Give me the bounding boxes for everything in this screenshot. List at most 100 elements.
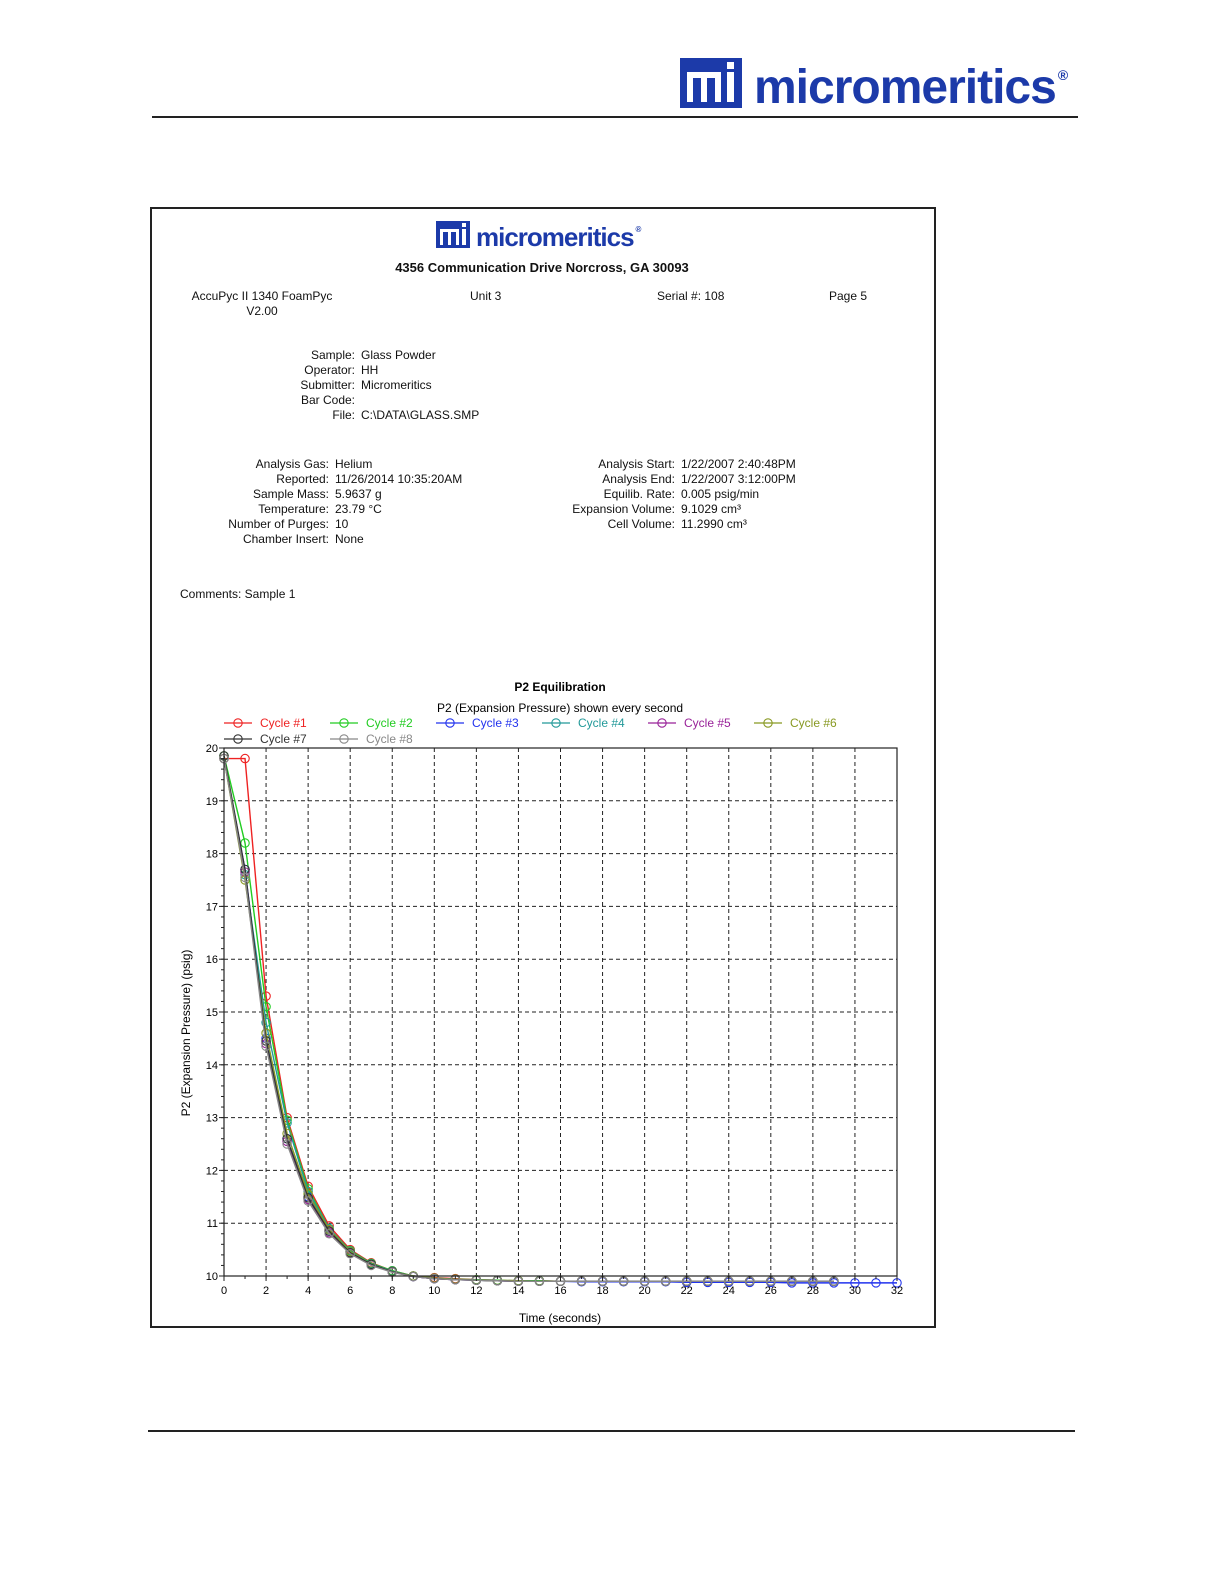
data-point <box>240 872 250 883</box>
sample-value: Glass Powder <box>361 348 436 362</box>
insert-value: None <box>335 532 364 546</box>
legend-label: Cycle #4 <box>578 716 625 730</box>
series-line <box>223 755 834 1282</box>
x-tick-label: 10 <box>428 1285 440 1297</box>
legend-item: Cycle #8 <box>330 732 413 746</box>
operator-value: HH <box>361 363 379 377</box>
data-point <box>240 753 250 764</box>
gas-label: Analysis Gas: <box>255 457 329 471</box>
temperature-value: 23.79 °C <box>335 502 382 516</box>
series-line <box>223 758 834 1282</box>
legend-swatch-marker <box>339 734 349 744</box>
y-axis-label: P2 (Expansion Pressure) (psig) <box>179 950 193 1117</box>
mass-label: Sample Mass: <box>252 487 329 501</box>
legend-label: Cycle #1 <box>260 716 307 730</box>
legend-swatch-marker <box>445 718 455 728</box>
x-tick-label: 16 <box>554 1285 566 1297</box>
report-page: micromeritics ® 4356 Communication Drive … <box>150 207 936 1328</box>
header-rule <box>152 116 1078 118</box>
reported-value: 11/26/2014 10:35:20AM <box>335 472 463 486</box>
chart-subtitle: P2 (Expansion Pressure) shown every seco… <box>437 701 683 715</box>
series-8 <box>219 753 839 1287</box>
data-point <box>324 1229 334 1239</box>
legend-item: Cycle #4 <box>542 716 625 730</box>
x-tick-label: 32 <box>891 1285 903 1297</box>
y-tick-label: 15 <box>206 1007 218 1019</box>
legend-swatch-marker <box>339 718 349 728</box>
rate-label: Equilib. Rate: <box>603 487 675 501</box>
x-tick-label: 4 <box>305 1285 311 1297</box>
x-tick-label: 12 <box>470 1285 482 1297</box>
x-tick-label: 18 <box>596 1285 608 1297</box>
mi-logo-mark <box>436 221 470 248</box>
sample-info: Sample: Glass Powder Operator: HH Submitte… <box>282 348 479 423</box>
instrument-version: V2.00 <box>246 304 278 318</box>
legend-item: Cycle #1 <box>224 716 307 730</box>
chart-title: P2 Equilibration <box>514 680 605 694</box>
x-tick-label: 28 <box>807 1285 819 1297</box>
operator-label: Operator: <box>304 363 355 377</box>
x-tick-label: 6 <box>347 1285 353 1297</box>
file-label: File: <box>332 408 355 422</box>
legend-label: Cycle #3 <box>472 716 519 730</box>
y-tick-label: 14 <box>206 1060 218 1072</box>
legend-label: Cycle #7 <box>260 732 307 746</box>
expansion-volume-label: Expansion Volume: <box>572 502 675 516</box>
legend-item: Cycle #7 <box>224 732 307 746</box>
x-tick-label: 8 <box>389 1285 395 1297</box>
purges-label: Number of Purges: <box>228 517 329 531</box>
unit-label: Unit 3 <box>470 289 502 303</box>
instrument-info: AccuPyc II 1340 FoamPyc V2.00 <box>182 289 342 319</box>
footer-rule <box>148 1430 1075 1432</box>
report-address: 4356 Communication Drive Norcross, GA 30… <box>395 260 689 275</box>
expansion-volume-value: 9.1029 cm³ <box>681 502 742 516</box>
insert-label: Chamber Insert: <box>242 532 329 546</box>
data-point <box>261 1017 271 1028</box>
legend-swatch-marker <box>657 718 667 728</box>
purges-value: 10 <box>335 517 349 531</box>
x-tick-label: 14 <box>512 1285 524 1297</box>
data-point <box>429 1273 440 1284</box>
legend-item: Cycle #6 <box>754 716 837 730</box>
x-tick-label: 2 <box>263 1285 269 1297</box>
report-logo: micromeritics ® <box>436 221 641 250</box>
p2-equilibration-chart: P2 Equilibration P2 (Expansion Pressure)… <box>179 680 903 1325</box>
submitter-label: Submitter: <box>300 378 355 392</box>
serial-label: Serial #: 108 <box>657 289 725 303</box>
barcode-value <box>361 393 479 408</box>
y-tick-label: 19 <box>206 796 218 808</box>
page-header-logo: micromeritics ® <box>680 56 1068 112</box>
mass-value: 5.9637 g <box>335 487 382 501</box>
legend-swatch-marker <box>551 718 561 728</box>
data-point <box>303 1196 313 1206</box>
y-tick-label: 17 <box>206 901 218 913</box>
legend-item: Cycle #3 <box>436 716 519 730</box>
data-point <box>261 1041 271 1052</box>
y-tick-label: 10 <box>206 1271 218 1283</box>
x-tick-label: 26 <box>765 1285 777 1297</box>
legend-label: Cycle #2 <box>366 716 413 730</box>
end-label: Analysis End: <box>602 472 675 486</box>
y-tick-label: 18 <box>206 849 218 861</box>
cell-volume-value: 11.2990 cm³ <box>681 517 747 531</box>
legend-label: Cycle #5 <box>684 716 731 730</box>
y-tick-label: 13 <box>206 1113 218 1125</box>
file-value: C:\DATA\GLASS.SMP <box>361 408 480 422</box>
chart-grid <box>224 748 897 1276</box>
end-value: 1/22/2007 3:12:00PM <box>681 472 796 486</box>
barcode-label: Bar Code: <box>300 393 355 407</box>
start-value: 1/22/2007 2:40:48PM <box>681 457 796 471</box>
x-tick-label: 0 <box>221 1285 227 1297</box>
chart-legend: Cycle #1 Cycle #2 Cycle #3 Cycle #4 Cycle #5… <box>224 716 837 746</box>
x-tick-label: 30 <box>849 1285 861 1297</box>
legend-swatch-marker <box>233 718 243 728</box>
analysis-right: Analysis Start: 1/22/2007 2:40:48PM Analy… <box>558 457 796 532</box>
submitter-value: Micromeritics <box>361 378 432 392</box>
cell-volume-label: Cell Volume: <box>607 517 675 531</box>
x-tick-label: 24 <box>723 1285 735 1297</box>
y-tick-label: 12 <box>206 1165 218 1177</box>
start-label: Analysis Start: <box>598 457 675 471</box>
legend-label: Cycle #6 <box>790 716 837 730</box>
data-point <box>282 1139 292 1149</box>
sample-label: Sample: <box>310 348 355 362</box>
